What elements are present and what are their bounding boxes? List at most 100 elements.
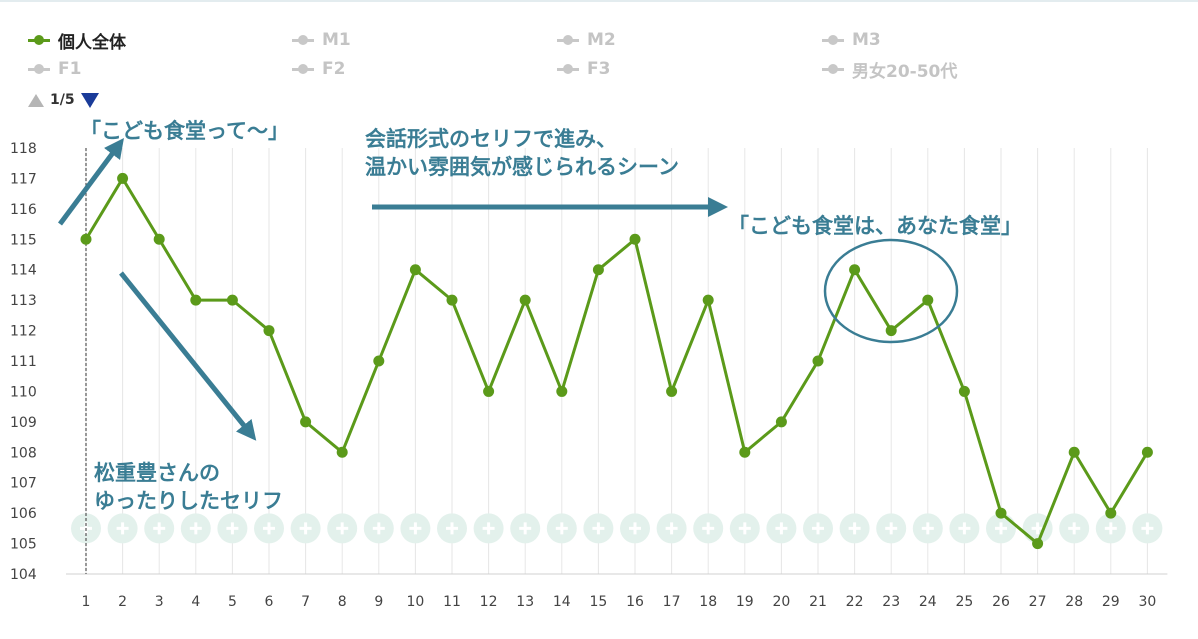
plus-circle-icon (583, 513, 614, 544)
plus-circle-icon (839, 513, 870, 544)
y-axis-ticks: 104 105 106 107 108 109 110 111 112 113 114 115 116 1… (10, 141, 37, 583)
legend-item-m3[interactable]: M3 (822, 29, 881, 51)
legend-label: M3 (852, 30, 881, 50)
data-point[interactable] (153, 233, 165, 245)
plus-circle-icon (1059, 513, 1090, 544)
x-tick-label: 5 (228, 594, 237, 610)
legend-item-f1[interactable]: F1 (28, 58, 81, 80)
data-point[interactable] (336, 446, 348, 458)
plus-circle-icon (1095, 513, 1126, 544)
x-tick-label: 27 (1029, 594, 1047, 610)
page-up-icon[interactable] (28, 93, 44, 107)
data-point[interactable] (702, 294, 714, 306)
legend-marker-icon (557, 35, 579, 45)
y-tick-label: 105 (10, 537, 37, 553)
data-point[interactable] (300, 416, 312, 428)
series-個人全体 (80, 172, 1153, 550)
x-tick-label: 24 (919, 594, 937, 610)
y-tick-label: 114 (10, 263, 37, 279)
data-point[interactable] (1068, 446, 1080, 458)
plus-circle-icon (510, 513, 541, 544)
data-point[interactable] (190, 294, 202, 306)
data-point[interactable] (446, 294, 458, 306)
plus-circle-icon (729, 513, 760, 544)
legend-item-m2[interactable]: M2 (557, 29, 616, 51)
data-point[interactable] (263, 325, 275, 337)
plus-circle-icon (766, 513, 797, 544)
legend-marker-icon (28, 64, 50, 74)
legend-item-個人全体[interactable]: 個人全体 (28, 29, 126, 53)
x-tick-label: 11 (443, 594, 461, 610)
annotation-anata-shokudo: 「こども食堂は、あなた食堂」 (728, 214, 1022, 238)
annotation-line: 松重豊さんの (94, 461, 220, 485)
data-point[interactable] (812, 355, 824, 367)
x-tick-label: 8 (338, 594, 347, 610)
x-tick-label: 23 (882, 594, 900, 610)
annotation-kodomo-shokudo: 「こども食堂って〜」 (80, 119, 289, 143)
plus-circle-icon (363, 513, 394, 544)
x-tick-label: 13 (516, 594, 534, 610)
y-tick-label: 118 (10, 141, 37, 157)
x-tick-label: 4 (191, 594, 200, 610)
data-point[interactable] (922, 294, 934, 306)
data-point[interactable] (995, 507, 1007, 519)
y-tick-label: 115 (10, 232, 37, 248)
x-tick-label: 22 (846, 594, 864, 610)
x-tick-label: 7 (301, 594, 310, 610)
legend-label: F2 (322, 59, 346, 79)
data-point[interactable] (592, 264, 604, 276)
data-point[interactable] (226, 294, 238, 306)
x-tick-label: 9 (374, 594, 383, 610)
legend-item-f3[interactable]: F3 (557, 58, 610, 80)
data-point[interactable] (666, 385, 678, 397)
data-point[interactable] (958, 385, 970, 397)
data-point[interactable] (1105, 507, 1117, 519)
data-point[interactable] (885, 325, 897, 337)
data-point[interactable] (775, 416, 787, 428)
series-line (84, 176, 1149, 546)
legend-marker-icon (822, 35, 844, 45)
legend-label: M2 (587, 30, 616, 50)
x-tick-label: 20 (772, 594, 790, 610)
legend-item-m1[interactable]: M1 (292, 29, 351, 51)
legend-marker-icon (822, 64, 844, 74)
y-tick-label: 108 (10, 445, 37, 461)
data-point[interactable] (556, 385, 568, 397)
x-tick-label: 28 (1065, 594, 1083, 610)
data-point[interactable] (519, 294, 531, 306)
x-tick-label: 1 (82, 594, 91, 610)
x-tick-label: 15 (589, 594, 607, 610)
data-point[interactable] (739, 446, 751, 458)
data-point[interactable] (1141, 446, 1153, 458)
x-tick-label: 29 (1102, 594, 1120, 610)
plus-circle-icon (437, 513, 467, 544)
plus-circle-icon (290, 513, 321, 544)
data-point[interactable] (117, 172, 129, 184)
plus-circle-icon (327, 513, 358, 544)
annotation-conversation-scene: 会話形式のセリフで進み、 温かい雰囲気が感じられるシーン (365, 125, 679, 181)
legend-label: F1 (58, 59, 82, 79)
x-tick-label: 16 (626, 594, 644, 610)
x-tick-label: 18 (699, 594, 717, 610)
legend-label: M1 (322, 30, 351, 50)
legend-item-f2[interactable]: F2 (292, 58, 345, 80)
data-point[interactable] (1032, 538, 1044, 550)
plus-circle-icon (473, 513, 504, 544)
legend-item-男女20-50代[interactable]: 男女20-50代 (822, 58, 957, 82)
data-point[interactable] (373, 355, 385, 367)
annotation-line: 会話形式のセリフで進み、 (365, 127, 617, 151)
x-tick-label: 2 (118, 594, 127, 610)
x-tick-label: 26 (992, 594, 1010, 610)
page-down-icon[interactable] (80, 92, 99, 108)
x-tick-label: 25 (955, 594, 973, 610)
data-point[interactable] (629, 233, 641, 245)
plus-circle-icon (144, 513, 175, 544)
data-point[interactable] (80, 233, 92, 245)
data-point[interactable] (483, 385, 495, 397)
y-tick-label: 112 (10, 324, 37, 340)
top-border (0, 0, 1198, 2)
data-point[interactable] (849, 264, 861, 276)
marker-band (71, 513, 1163, 544)
data-point[interactable] (409, 264, 421, 276)
annotation-line: ゆったりしたセリフ (94, 489, 283, 513)
